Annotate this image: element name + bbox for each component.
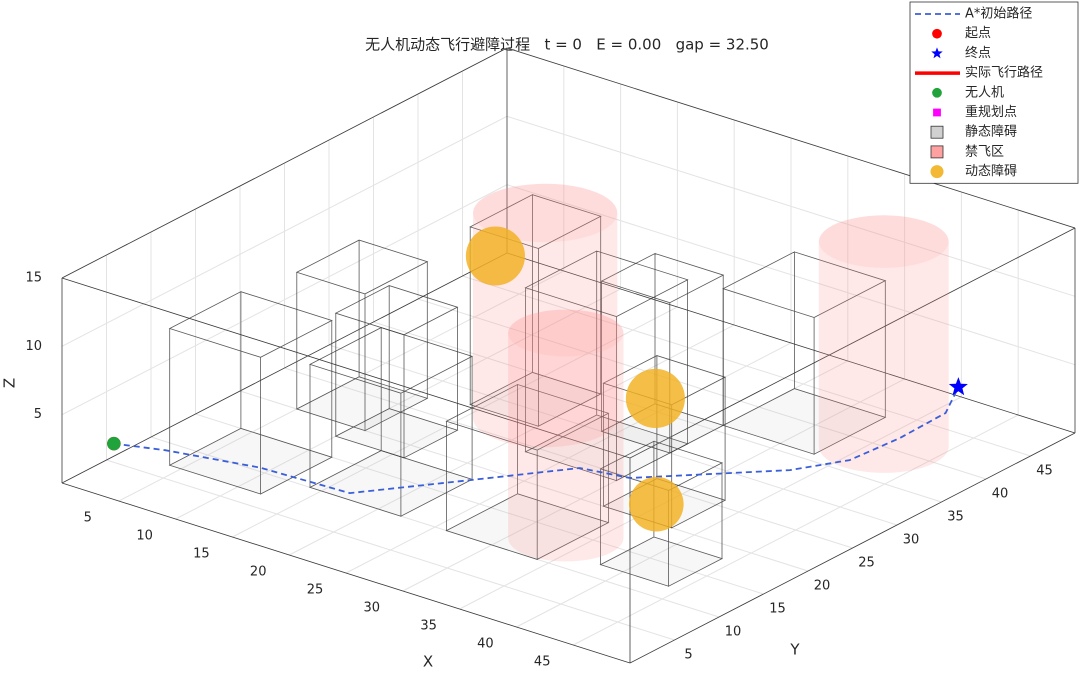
axis-box-edge bbox=[61, 482, 631, 664]
legend-label: 动态障碍 bbox=[965, 164, 1017, 179]
z-tick-label: 5 bbox=[34, 407, 42, 422]
x-tick-label: 10 bbox=[136, 529, 153, 544]
axis-box-edge bbox=[61, 47, 508, 279]
x-axis-label: X bbox=[423, 653, 433, 671]
y-axis-label: Y bbox=[789, 641, 800, 659]
axis-box-edge bbox=[506, 47, 1076, 229]
static-obstacle bbox=[334, 284, 459, 459]
legend-symbol bbox=[930, 145, 944, 159]
x-tick-label: 5 bbox=[84, 511, 92, 526]
point-marker bbox=[107, 436, 121, 451]
static-obstacle bbox=[295, 239, 429, 432]
no-fly-zone-top bbox=[473, 183, 618, 243]
axis-box-edge bbox=[61, 252, 508, 484]
dynamic-obstacle bbox=[629, 476, 684, 532]
x-tick-label: 20 bbox=[250, 565, 267, 580]
legend-label: 起点 bbox=[965, 26, 991, 41]
legend-symbol bbox=[930, 165, 944, 179]
static-obstacle bbox=[168, 291, 333, 495]
axis-box-edge bbox=[61, 277, 631, 459]
z-tick-label: 15 bbox=[25, 271, 42, 286]
legend-label: 无人机 bbox=[965, 85, 1004, 100]
axis-box-edge bbox=[629, 432, 1076, 664]
y-tick-label: 40 bbox=[992, 487, 1009, 502]
legend-label: 重规划点 bbox=[965, 104, 1017, 120]
y-tick-label: 35 bbox=[947, 510, 964, 525]
z-tick-label: 10 bbox=[25, 339, 42, 354]
legend-label: 实际飞行路径 bbox=[965, 65, 1043, 81]
no-fly-zone bbox=[818, 215, 949, 473]
no-fly-zone bbox=[508, 309, 624, 562]
x-tick-label: 45 bbox=[534, 655, 551, 670]
legend-symbol bbox=[932, 87, 942, 98]
z-axis-label: Z bbox=[1, 378, 19, 388]
static-obstacle bbox=[445, 383, 610, 561]
chart-title: 无人机动态飞行避障过程 t = 0 E = 0.00 gap = 32.50 bbox=[365, 36, 769, 54]
legend-symbol bbox=[932, 28, 942, 39]
no-fly-zone-top bbox=[508, 309, 624, 357]
static-obstacle bbox=[469, 194, 602, 427]
x-tick-label: 35 bbox=[420, 619, 437, 634]
path-line bbox=[113, 386, 960, 495]
dynamic-obstacle bbox=[625, 368, 685, 429]
y-tick-label: 30 bbox=[903, 533, 920, 548]
legend-symbol bbox=[933, 108, 941, 117]
static-obstacle bbox=[722, 251, 887, 455]
y-tick-label: 15 bbox=[769, 602, 786, 617]
x-tick-label: 40 bbox=[477, 637, 494, 652]
x-tick-label: 25 bbox=[307, 583, 324, 598]
point-marker bbox=[948, 377, 968, 396]
series-point bbox=[948, 377, 968, 396]
dynamic-obstacle bbox=[465, 226, 525, 286]
legend-symbol bbox=[930, 125, 944, 139]
legend-symbol bbox=[931, 47, 943, 59]
no-fly-zone-top bbox=[818, 215, 949, 268]
series-line bbox=[113, 386, 960, 495]
y-tick-label: 10 bbox=[725, 625, 742, 640]
x-tick-label: 15 bbox=[193, 547, 210, 562]
legend-label: A*初始路径 bbox=[965, 6, 1032, 22]
y-tick-label: 20 bbox=[814, 579, 831, 594]
y-tick-label: 45 bbox=[1036, 464, 1053, 479]
legend-label: 禁飞区 bbox=[965, 144, 1004, 159]
series-sphere bbox=[465, 226, 685, 532]
legend-label: 静态障碍 bbox=[965, 125, 1017, 140]
x-tick-label: 30 bbox=[364, 601, 381, 616]
y-tick-label: 25 bbox=[858, 556, 875, 571]
series-point bbox=[107, 436, 121, 451]
legend-label: 终点 bbox=[965, 45, 991, 61]
y-tick-label: 5 bbox=[684, 648, 692, 663]
